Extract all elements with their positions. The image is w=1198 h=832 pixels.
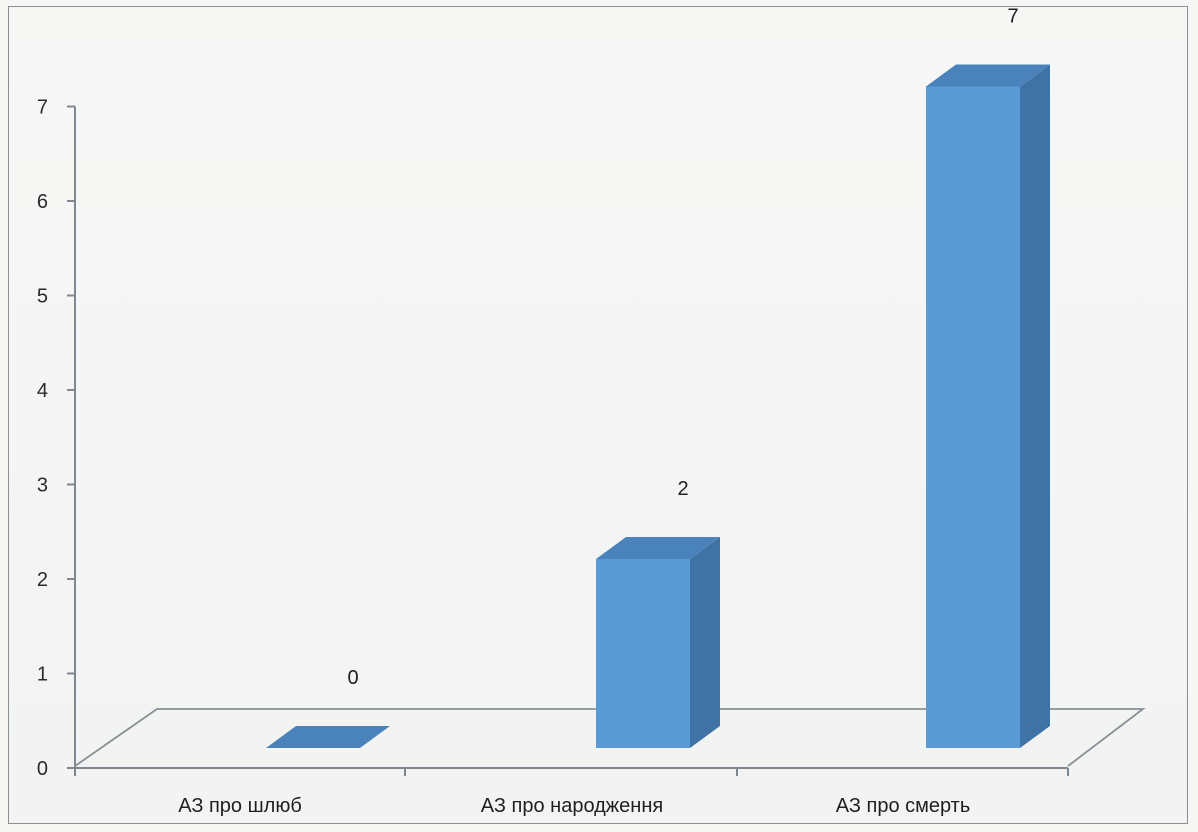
data-label-marriage: 0	[347, 667, 358, 689]
bar-birth-side	[690, 537, 720, 748]
category-label-death: АЗ про смерть	[836, 795, 971, 817]
category-label-marriage: АЗ про шлюб	[178, 795, 302, 817]
bar-death-side	[1020, 64, 1050, 748]
y-tick-label: 3	[37, 475, 48, 497]
bar-death	[926, 64, 1050, 748]
y-tick-label: 5	[37, 286, 48, 308]
y-tick-label: 4	[37, 380, 48, 402]
y-tick-label: 2	[37, 569, 48, 591]
bar-birth-top	[596, 537, 720, 559]
bar-birth	[596, 537, 720, 748]
category-label-birth: АЗ про народження	[481, 795, 663, 817]
bar-marriage	[266, 726, 390, 748]
y-tick-label: 6	[37, 191, 48, 213]
bar-death-top	[926, 64, 1050, 87]
y-tick-label: 7	[37, 97, 48, 119]
y-tick-label: 0	[37, 758, 48, 780]
x-ticks	[74, 768, 1069, 776]
bar-marriage-top	[266, 726, 390, 748]
bar-death-front	[926, 86, 1020, 748]
bar-birth-front	[596, 559, 690, 748]
data-label-death: 7	[1007, 6, 1018, 28]
data-label-birth: 2	[677, 478, 688, 500]
y-tick-label: 1	[37, 664, 48, 686]
y-ticks: 0 1 2 3 4 5 6 7	[37, 97, 75, 780]
